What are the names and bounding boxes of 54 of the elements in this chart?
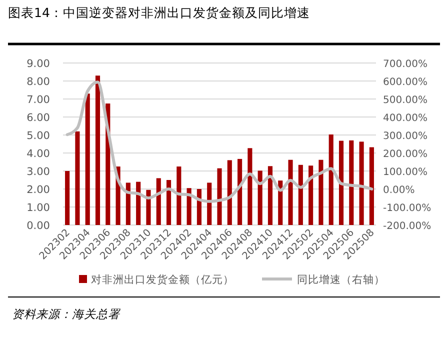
y-tick-label: 0.00 — [26, 220, 50, 232]
y-tick-label: 2.00 — [26, 184, 50, 196]
y2-tick-label: 200.00% — [383, 149, 428, 160]
line-series — [66, 80, 374, 203]
bar — [136, 182, 141, 225]
legend-label: 对非洲出口发货金额（亿元） — [91, 273, 234, 286]
bar — [328, 134, 334, 225]
bar — [288, 160, 293, 225]
bar — [207, 182, 212, 225]
y2-tick-label: 0.00% — [383, 185, 415, 196]
bar — [308, 166, 314, 225]
y2-tick-label: 100.00% — [383, 167, 428, 178]
bar — [278, 180, 283, 225]
bar — [95, 76, 100, 225]
text: 资料来源：海关总署 — [12, 307, 121, 321]
y2-tick-label: 600.00% — [383, 77, 428, 88]
bar — [338, 140, 344, 225]
bar — [268, 166, 273, 225]
bar — [196, 189, 202, 225]
chart-title: 图表14：中国逆变器对非洲出口发货金额及同比增速 — [8, 5, 310, 20]
y-tick-label: 8.00 — [26, 76, 50, 88]
bar — [75, 131, 80, 225]
y-tick-label: 3.00 — [26, 166, 50, 178]
bar — [166, 180, 172, 225]
bar — [318, 160, 324, 225]
bar — [176, 166, 182, 225]
bar — [156, 178, 161, 225]
bar — [126, 182, 130, 225]
bar — [85, 94, 90, 225]
y2-tick-label: 300.00% — [383, 131, 428, 142]
y-tick-label: 4.00 — [26, 148, 50, 160]
y-tick-label: 5.00 — [26, 130, 50, 142]
bar — [146, 190, 151, 225]
y-tick-label: 6.00 — [26, 112, 50, 124]
bar — [217, 168, 222, 225]
legend-label: 同比增速（右轴） — [297, 273, 385, 286]
bar — [65, 171, 70, 225]
bar — [298, 164, 303, 225]
bar — [349, 140, 354, 225]
bar — [258, 170, 262, 225]
bar — [186, 188, 192, 225]
bar — [248, 148, 252, 225]
y-tick-label: 1.00 — [26, 202, 50, 214]
bar — [369, 147, 374, 225]
bar — [359, 142, 364, 225]
bar — [227, 160, 232, 225]
y2-tick-label: -100.00% — [383, 203, 432, 214]
y-tick-label: 9.00 — [26, 58, 50, 70]
y-tick-label: 7.00 — [26, 94, 50, 106]
y2-tick-label: 700.00% — [383, 59, 428, 70]
y2-tick-label: 500.00% — [383, 95, 428, 106]
y2-tick-label: -200.00% — [383, 221, 432, 232]
bar — [238, 158, 242, 225]
y2-tick-label: 400.00% — [383, 113, 428, 124]
